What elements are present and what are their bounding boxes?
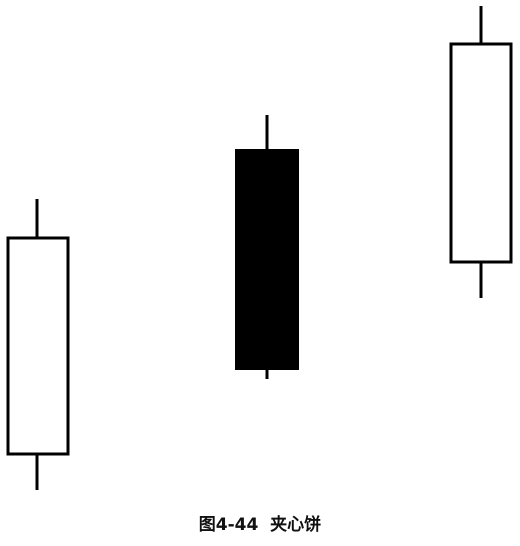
body — [235, 149, 299, 370]
candle-left — [6, 199, 70, 490]
caption: 图4-44 夹心饼 — [199, 514, 321, 535]
candle-middle — [235, 115, 299, 379]
body — [449, 42, 513, 264]
candle-right — [449, 6, 513, 298]
body — [6, 236, 70, 456]
